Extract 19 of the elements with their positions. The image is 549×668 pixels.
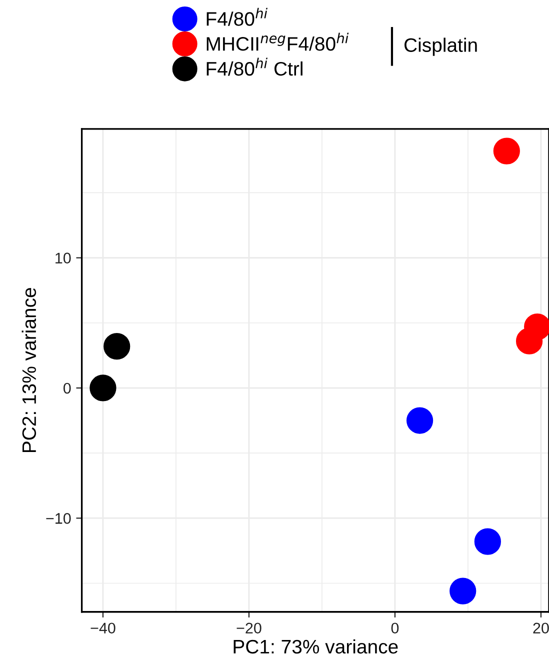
text: Cisplatin <box>404 38 477 56</box>
y-axis-title: PC2: 13% variance <box>22 288 36 452</box>
legend-label: F4/80$^{hi}$ Ctrl <box>206 58 302 76</box>
x-tick-label: −40 <box>90 622 116 634</box>
point <box>90 374 116 402</box>
x-tick-label: −20 <box>236 622 262 634</box>
y-tick-label: 10 <box>56 252 71 264</box>
point <box>104 333 130 360</box>
x-tick-label: 0 <box>391 622 399 634</box>
x-tick-label: 20 <box>533 622 549 634</box>
y-tick-label: −10 <box>46 513 71 524</box>
point <box>450 578 476 604</box>
point <box>406 407 434 434</box>
legend-label: MHCII$^{neg}$F4/80$^{hi}$ <box>206 32 349 51</box>
legend-label: F4/80$^{hi}$ <box>206 8 268 26</box>
y-tick-label: 0 <box>63 382 71 394</box>
point <box>493 138 520 164</box>
point <box>474 528 501 555</box>
x-axis-title: PC1: 73% variance <box>234 639 398 654</box>
